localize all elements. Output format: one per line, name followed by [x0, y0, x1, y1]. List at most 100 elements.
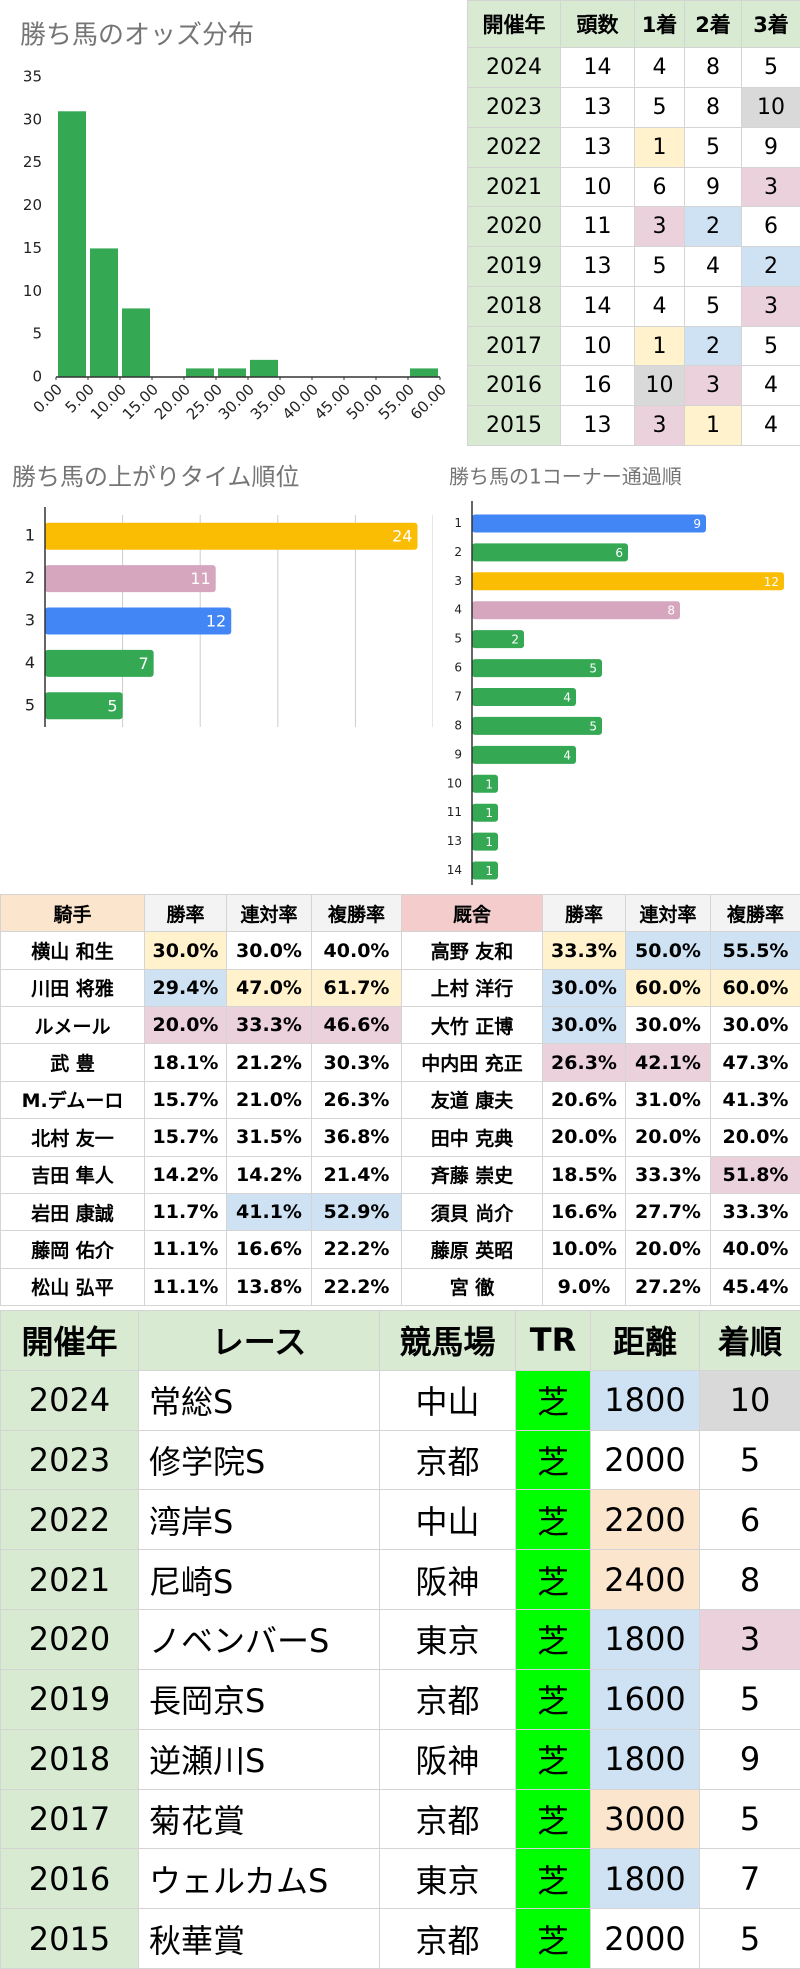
table-cell: 修学院S: [138, 1429, 380, 1491]
table-row: 2020 ノベンバーS 東京芝 1800 3: [0, 1609, 800, 1670]
table-cell: 7: [699, 1848, 800, 1910]
table-cell: 5: [741, 325, 800, 367]
y-tick-label: 4: [25, 653, 35, 672]
y-tick-label: 15: [23, 239, 42, 257]
table-cell: 1: [634, 126, 685, 168]
table-cell: 31.0%: [625, 1080, 711, 1120]
header-cell: 競馬場: [379, 1310, 516, 1371]
results-table: 開催年 頭数 1着 2着 3着 2024 14 4 8 5 2023 13 5 8 10 2022 13 1 5 9 2…: [467, 0, 800, 446]
table-cell: 10: [699, 1369, 800, 1431]
table-cell: 26.3%: [311, 1080, 402, 1120]
table-cell: 33.3%: [710, 1192, 800, 1232]
table-row: 2021 尼崎S 阪神芝 2400 8: [0, 1549, 800, 1611]
table-cell: 3: [741, 166, 800, 208]
table-cell: 52.9%: [311, 1192, 402, 1232]
table-cell: 21.2%: [226, 1043, 312, 1082]
table-cell: ノベンバーS: [138, 1609, 380, 1670]
table-cell: 2015: [467, 405, 561, 446]
table-row: 2022 13 1 5 9: [467, 126, 800, 168]
y-tick-label: 9: [454, 747, 462, 761]
table-cell: 菊花賞: [138, 1788, 380, 1850]
table-cell: M.デムーロ: [0, 1080, 145, 1120]
bar: [45, 522, 418, 550]
table-cell: 47.3%: [710, 1043, 800, 1082]
header-cell: 1着: [634, 0, 685, 49]
bar: [472, 745, 576, 764]
table-row: 2022 湾岸S 中山芝 2200 6: [0, 1489, 800, 1551]
table-cell: 東京: [379, 1609, 516, 1670]
y-tick-label: 2: [454, 545, 462, 559]
header-cell: 勝率: [542, 893, 626, 933]
table-row: 2019 長岡京S 京都芝 1600 5: [0, 1668, 800, 1730]
table: 開催年 レース 競馬場 TR 距離 着順 2024 常総S 中山芝 1800 10 2023 修学院S 京…: [0, 1310, 800, 1969]
table-row: 2016 16 10 3 4: [467, 365, 800, 407]
table-cell: 1800: [590, 1848, 700, 1910]
bar: [472, 630, 524, 649]
table-cell: 武 豊: [0, 1043, 145, 1082]
bar: [45, 692, 123, 720]
header-cell: 騎手: [0, 893, 145, 933]
table-cell: 3: [741, 285, 800, 327]
header-cell: 複勝率: [311, 893, 402, 933]
table-cell: 大竹 正博: [401, 1006, 543, 1045]
table-row: 2015 13 3 1 4: [467, 405, 800, 446]
data-label: 11: [190, 569, 210, 588]
header-cell: 3着: [741, 0, 800, 49]
bar: [472, 716, 602, 735]
table-cell: 阪神: [379, 1549, 516, 1611]
table-cell: 9.0%: [542, 1267, 626, 1307]
chart-title: 勝ち馬の上がりタイム順位: [12, 463, 300, 491]
table-row: 吉田 隼人 14.2% 14.2% 21.4% 斉藤 崇史 18.5% 33.3% 51.8%: [0, 1155, 800, 1194]
y-tick-label: 5: [32, 325, 42, 343]
table-row: 横山 和生 30.0% 30.0% 40.0% 高野 友和 33.3% 50.0% 55.5%: [0, 931, 800, 970]
y-tick-label: 10: [23, 282, 42, 300]
table-cell: 6: [634, 166, 685, 208]
table-cell: 2021: [467, 166, 561, 208]
bar: [472, 572, 784, 591]
table-cell: 2018: [467, 285, 561, 327]
y-tick-label: 7: [454, 690, 462, 704]
table-cell: 5: [699, 1668, 800, 1730]
bar: [45, 607, 232, 635]
table-cell: 上村 洋行: [401, 968, 543, 1008]
table-row: 2018 14 4 5 3: [467, 285, 800, 327]
table-cell: 2017: [0, 1788, 139, 1850]
table-cell: 36.8%: [311, 1118, 402, 1157]
table-cell: 2015: [0, 1908, 139, 1969]
table-row: 2017 菊花賞 京都芝 3000 5: [0, 1788, 800, 1850]
table-cell: 常総S: [138, 1369, 380, 1431]
table-cell: 3: [634, 405, 685, 446]
table-cell: 4: [634, 285, 685, 327]
table-cell: 2017: [467, 325, 561, 367]
table-cell: 2019: [467, 246, 561, 287]
table-cell: 18.1%: [144, 1043, 227, 1082]
data-label: 12: [206, 612, 226, 631]
table-cell: 51.8%: [710, 1155, 800, 1194]
histogram-chart: 勝ち馬のオッズ分布051015202530350.005.0010.0015.0…: [0, 0, 465, 446]
x-tick-label: 45.00: [311, 380, 354, 423]
y-tick-label: 11: [447, 805, 462, 819]
table-row: 2024 14 4 8 5: [467, 47, 800, 89]
table-cell: 2022: [467, 126, 561, 168]
jockey-trainer-table: 騎手 勝率 連対率 複勝率 厩舎 勝率 連対率 複勝率 横山 和生 30.0% 30.0% 40.0%…: [0, 893, 800, 1307]
table-cell: 岩田 康誠: [0, 1192, 145, 1232]
table-cell: 30.0%: [542, 1006, 626, 1045]
table-cell: 30.0%: [625, 1006, 711, 1045]
table-cell: 55.5%: [710, 931, 800, 970]
table-cell: 41.3%: [710, 1080, 800, 1120]
table-cell: 6: [699, 1489, 800, 1551]
table-cell: 4: [634, 47, 685, 89]
bar: [472, 774, 498, 793]
x-tick-label: 35.00: [247, 380, 290, 423]
table-cell: 芝: [515, 1908, 591, 1969]
header-cell: 複勝率: [710, 893, 800, 933]
table-row: 2020 11 3 2 6: [467, 206, 800, 248]
table-cell: 2020: [467, 206, 561, 248]
table-cell: 30.0%: [226, 931, 312, 970]
header-cell: 連対率: [226, 893, 312, 933]
bar: [410, 368, 438, 377]
table-cell: 11: [560, 206, 635, 248]
y-tick-label: 20: [23, 196, 42, 214]
table-cell: 10: [634, 365, 685, 407]
table-cell: 逆瀬川S: [138, 1728, 380, 1790]
